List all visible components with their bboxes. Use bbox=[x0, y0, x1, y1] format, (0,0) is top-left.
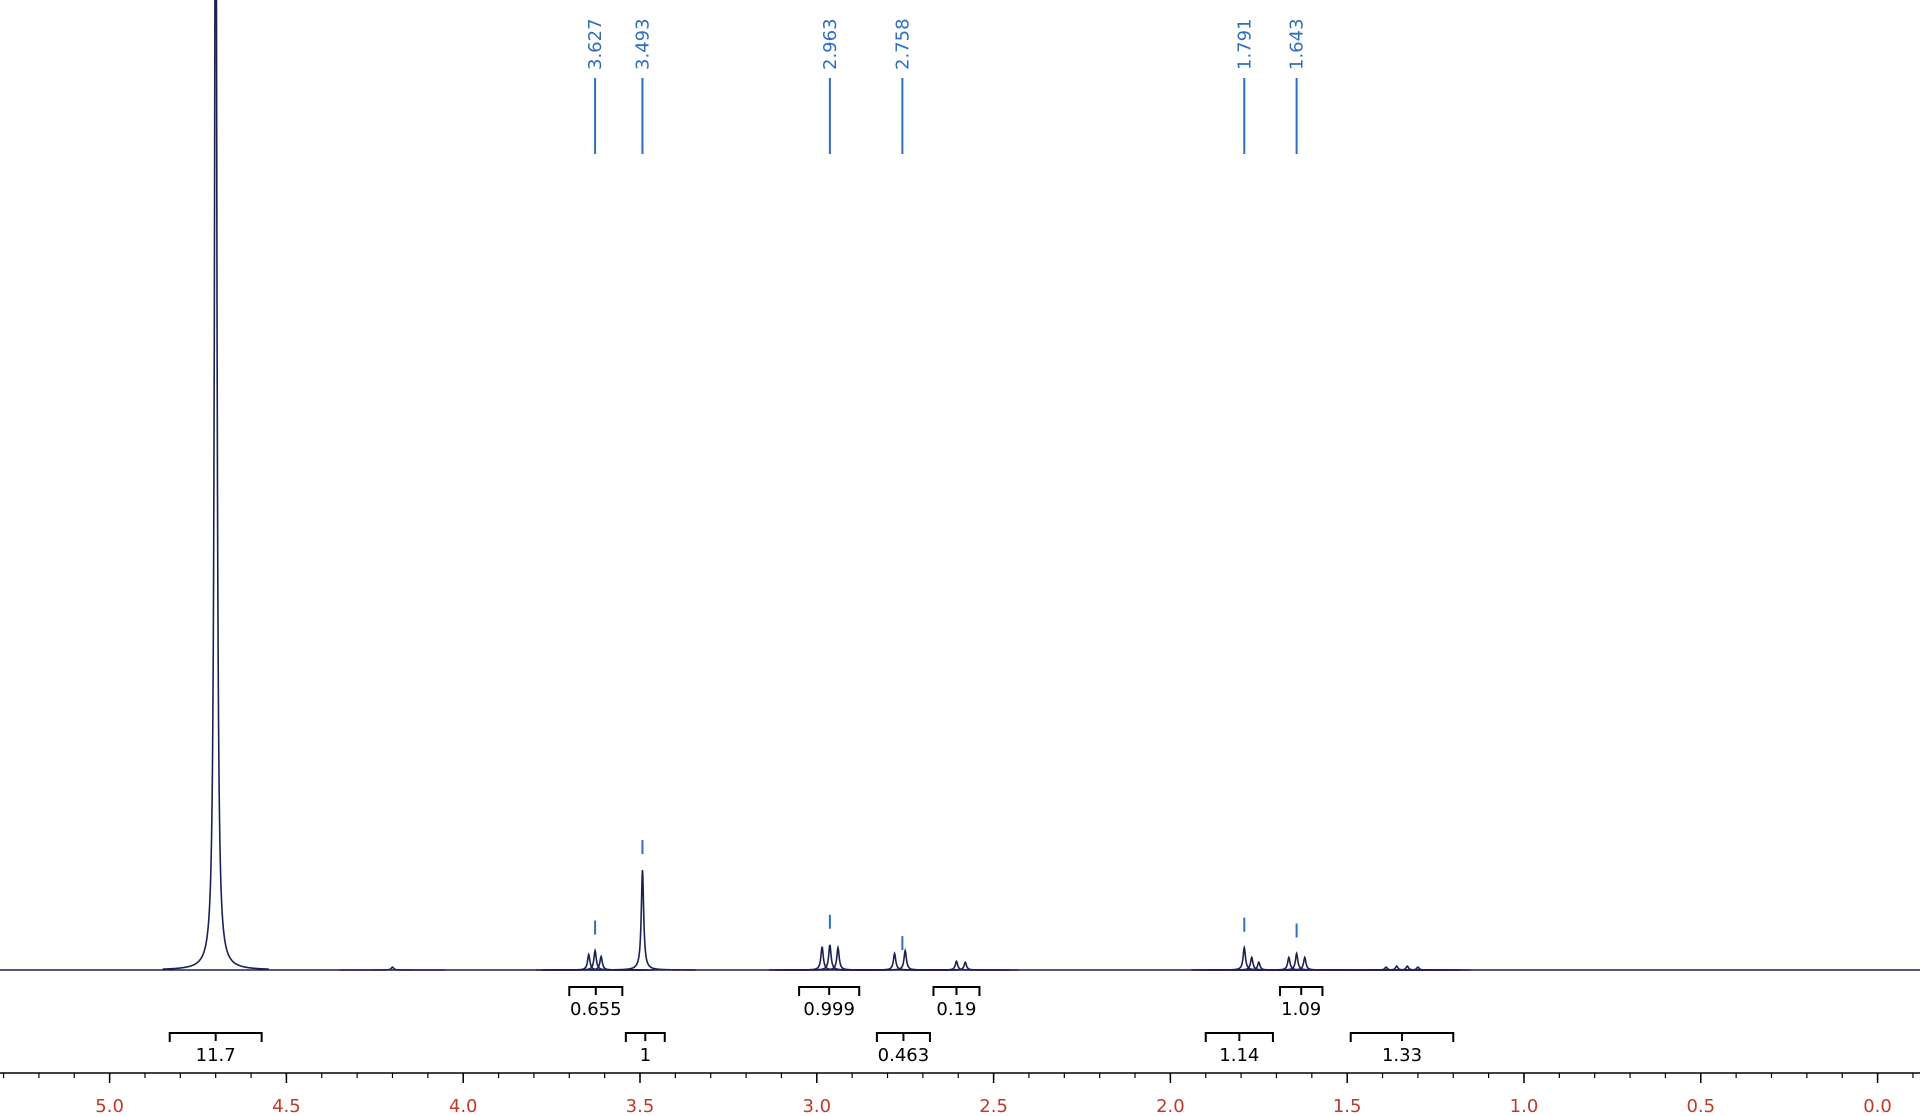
integral-bracket bbox=[168, 1032, 263, 1042]
peak bbox=[841, 951, 948, 971]
x-tick-label: 4.0 bbox=[449, 1096, 478, 1116]
integral-bracket bbox=[875, 1032, 931, 1042]
integral-label: 0.655 bbox=[570, 999, 622, 1020]
peak-label: 1.643 bbox=[1287, 18, 1308, 70]
peak bbox=[162, 0, 269, 970]
peak bbox=[1243, 951, 1350, 971]
peak bbox=[548, 954, 655, 971]
peak-label: 3.627 bbox=[585, 18, 606, 70]
x-tick-label: 1.0 bbox=[1510, 1096, 1539, 1116]
integral-bracket bbox=[568, 986, 624, 996]
integral-bracket bbox=[798, 986, 861, 996]
integral-label: 0.19 bbox=[936, 999, 976, 1020]
x-tick-label: 2.5 bbox=[979, 1096, 1008, 1116]
x-tick-label: 5.0 bbox=[95, 1096, 124, 1116]
integral-label: 1.14 bbox=[1219, 1045, 1259, 1066]
peak bbox=[903, 959, 1010, 971]
peak-label: 2.963 bbox=[820, 18, 841, 70]
integral-label: 0.463 bbox=[878, 1045, 930, 1066]
peak bbox=[1333, 966, 1440, 971]
peak bbox=[769, 946, 876, 971]
peak bbox=[784, 944, 892, 971]
peak bbox=[542, 947, 649, 971]
x-tick-label: 0.5 bbox=[1686, 1096, 1715, 1116]
x-tick-label: 0.0 bbox=[1863, 1096, 1892, 1116]
x-tick-label: 4.5 bbox=[272, 1096, 301, 1116]
peak bbox=[912, 960, 1019, 971]
peak bbox=[1251, 955, 1358, 971]
peak bbox=[535, 952, 642, 971]
x-tick-label: 1.5 bbox=[1333, 1096, 1362, 1116]
integral-label: 0.999 bbox=[803, 999, 855, 1020]
integral-label: 1.33 bbox=[1382, 1045, 1422, 1066]
integral-bracket bbox=[624, 1032, 666, 1042]
integral-bracket bbox=[1204, 1032, 1274, 1042]
integral-bracket bbox=[1349, 1032, 1455, 1042]
spectrum bbox=[0, 0, 1920, 971]
x-tick-label: 3.5 bbox=[626, 1096, 655, 1116]
integral-bracket bbox=[932, 986, 981, 996]
integral-label: 11.7 bbox=[196, 1045, 236, 1066]
integral-bracket bbox=[1279, 986, 1324, 996]
peak bbox=[589, 870, 696, 971]
peak bbox=[1191, 944, 1298, 971]
x-tick-label: 2.0 bbox=[1156, 1096, 1185, 1116]
integral-label: 1 bbox=[640, 1045, 651, 1066]
integral-label: 1.09 bbox=[1281, 999, 1321, 1020]
peak-label: 3.493 bbox=[632, 18, 653, 70]
peak-label: 2.758 bbox=[892, 18, 913, 70]
x-tick-label: 3.0 bbox=[802, 1096, 831, 1116]
peak bbox=[852, 947, 959, 971]
peak-label: 1.791 bbox=[1234, 18, 1255, 70]
peak bbox=[339, 966, 446, 971]
peak bbox=[776, 944, 883, 971]
